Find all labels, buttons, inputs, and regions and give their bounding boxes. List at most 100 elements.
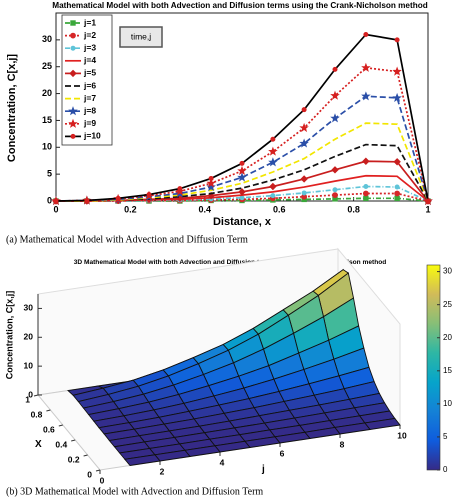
marker	[239, 160, 245, 166]
x-tick-label: 0	[87, 469, 92, 479]
x-tick-label: 0.8	[347, 204, 360, 214]
marker	[301, 190, 307, 196]
x-tick-label: 0.4	[199, 204, 212, 214]
legend-marker	[70, 32, 76, 39]
x-tick-label: 1	[425, 204, 430, 214]
legend-label: j=9	[83, 118, 96, 128]
legend-label: j=8	[83, 105, 96, 115]
colorbar-tick-label: 25	[443, 300, 452, 309]
marker	[425, 198, 431, 204]
j-tick-label: 8	[340, 439, 345, 449]
marker	[394, 195, 400, 202]
marker	[300, 175, 308, 183]
z-tick-label: 30	[24, 303, 34, 313]
y-tick-label: 20	[42, 88, 52, 98]
caption: (a) Mathematical Model with Advection an…	[6, 234, 248, 245]
y-tick-label: 0	[47, 195, 52, 205]
legend-label: j=4	[83, 55, 96, 65]
marker	[238, 188, 246, 196]
y-tick-label: 30	[42, 34, 52, 44]
legend-label: j=5	[83, 68, 96, 78]
marker	[206, 181, 216, 192]
colorbar-tick-label: 10	[443, 399, 452, 408]
marker	[268, 146, 278, 156]
caption: (b) 3D Mathematical Model with Advection…	[6, 486, 263, 497]
marker	[115, 195, 121, 201]
marker	[362, 157, 370, 165]
marker	[206, 178, 216, 188]
legend-label: j=10	[83, 131, 101, 141]
marker	[332, 192, 338, 198]
j-tick-label: 2	[160, 466, 165, 476]
j-tick-label: 4	[220, 457, 225, 467]
legend-label: j=7	[83, 93, 96, 103]
series-line	[56, 143, 429, 202]
j-axis-label: j	[261, 464, 265, 475]
legend-marker	[70, 45, 76, 51]
x-tick	[46, 409, 51, 412]
marker	[363, 183, 369, 189]
marker	[268, 157, 278, 167]
marker	[269, 182, 277, 191]
x-tick-label: 0.6	[273, 204, 286, 214]
colorbar-tick-label: 30	[443, 267, 452, 276]
marker	[363, 195, 369, 202]
z-axis-label: Concentration, C[x,j]	[4, 291, 14, 380]
marker	[53, 198, 59, 204]
colorbar-tick-label: 0	[443, 465, 448, 474]
series-line	[56, 122, 429, 202]
x-axis-label: Distance, x	[213, 216, 272, 228]
chart-title: Mathematical Model with both Advection a…	[52, 1, 427, 10]
marker	[299, 138, 309, 148]
legend-label: j=6	[83, 80, 96, 90]
surface-cell	[123, 454, 161, 466]
marker	[301, 107, 307, 113]
marker	[146, 192, 152, 198]
y-tick-label: 25	[42, 61, 52, 71]
marker	[361, 62, 371, 72]
marker	[270, 193, 276, 199]
y-axis-label: Concentration, C[x,j]	[6, 54, 18, 163]
x-tick	[95, 469, 101, 472]
marker	[84, 197, 90, 203]
marker	[330, 90, 340, 100]
x-axis-label: X	[35, 439, 42, 450]
x-tick	[71, 439, 76, 442]
chart-title: 3D Mathematical Model with both Advectio…	[74, 259, 387, 266]
legend-label: j=1	[83, 17, 96, 27]
marker	[363, 31, 369, 37]
legend-label: j=3	[83, 42, 96, 52]
marker	[394, 37, 400, 43]
marker	[331, 166, 339, 174]
marker	[392, 66, 402, 76]
legend-label: j=2	[83, 30, 96, 40]
y-tick-label: 5	[47, 169, 52, 179]
marker	[239, 195, 245, 201]
marker	[208, 175, 214, 181]
annotation: time,j	[131, 31, 151, 41]
marker	[393, 158, 401, 166]
x-tick	[33, 394, 39, 397]
j-tick-label: 10	[397, 430, 407, 440]
colorbar-tick-label: 5	[443, 432, 448, 441]
z-tick-label: 20	[24, 332, 34, 342]
marker	[394, 184, 400, 190]
z-tick-label: 0	[28, 389, 33, 399]
marker	[362, 190, 369, 197]
legend-marker	[68, 118, 78, 128]
annotation-box	[119, 26, 163, 48]
marker	[237, 172, 247, 182]
legend-marker	[69, 69, 77, 78]
x-tick	[58, 424, 63, 427]
marker	[270, 136, 276, 142]
legend-marker	[70, 20, 76, 26]
z-tick-label: 10	[24, 360, 34, 370]
marker	[361, 91, 371, 101]
y-tick-label: 10	[42, 142, 52, 152]
marker	[237, 165, 247, 175]
colorbar-tick-label: 15	[443, 366, 452, 375]
marker	[392, 92, 402, 102]
marker	[332, 66, 338, 72]
x-tick-label: 1	[25, 394, 30, 404]
